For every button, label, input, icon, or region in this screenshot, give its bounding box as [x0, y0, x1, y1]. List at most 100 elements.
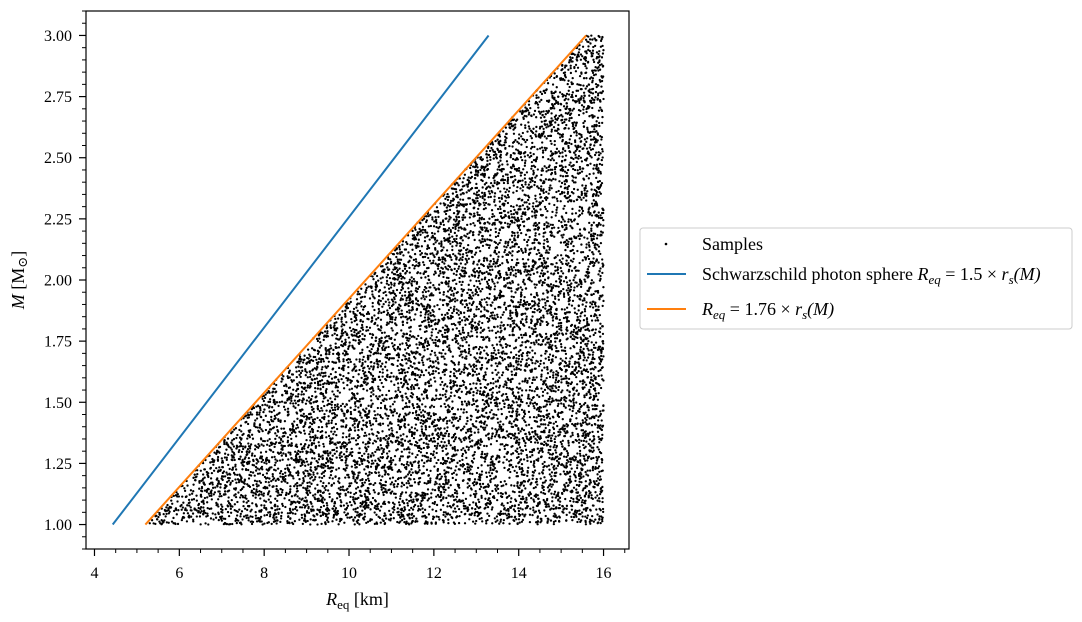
scatter-point [535, 200, 538, 203]
scatter-point [461, 218, 464, 222]
scatter-point [569, 347, 572, 350]
scatter-point [559, 174, 562, 177]
scatter-point [305, 389, 308, 392]
scatter-point [504, 173, 508, 176]
scatter-point [418, 439, 421, 442]
scatter-point [381, 393, 384, 397]
scatter-point [220, 519, 224, 522]
scatter-point [479, 382, 482, 386]
scatter-point [466, 291, 469, 295]
scatter-point [468, 477, 471, 481]
scatter-point [154, 522, 157, 526]
scatter-point [313, 457, 316, 460]
scatter-point [423, 349, 426, 352]
scatter-point [486, 238, 489, 241]
scatter-point [464, 467, 467, 471]
scatter-point [352, 508, 355, 511]
scatter-point [349, 310, 352, 313]
scatter-point [556, 424, 559, 428]
scatter-point [501, 255, 504, 258]
scatter-point [398, 291, 402, 295]
scatter-point [280, 454, 283, 457]
scatter-point [443, 357, 446, 360]
scatter-point [359, 479, 362, 482]
scatter-point [528, 389, 531, 392]
scatter-point [490, 364, 493, 367]
scatter-point [526, 354, 529, 357]
scatter-point [465, 203, 469, 206]
scatter-point [354, 510, 357, 513]
scatter-point [489, 182, 493, 185]
scatter-point [444, 405, 447, 409]
scatter-point [516, 212, 519, 215]
scatter-point [408, 499, 411, 503]
scatter-point [578, 355, 582, 358]
scatter-point [342, 332, 345, 335]
scatter-point [591, 49, 595, 52]
scatter-point [449, 229, 452, 232]
scatter-point [439, 461, 443, 465]
scatter-point [449, 306, 452, 309]
scatter-point [290, 500, 293, 504]
scatter-point [247, 442, 250, 445]
scatter-point [447, 518, 450, 521]
scatter-point [595, 479, 598, 483]
scatter-point [585, 246, 588, 249]
scatter-point [247, 519, 250, 522]
scatter-point [470, 488, 473, 491]
scatter-point [589, 212, 592, 215]
scatter-point [545, 166, 548, 169]
scatter-point [278, 411, 281, 414]
scatter-point [526, 474, 529, 478]
scatter-point [367, 415, 370, 419]
scatter-point [569, 134, 573, 138]
scatter-point [450, 293, 453, 296]
scatter-point [383, 268, 386, 271]
scatter-point [308, 432, 311, 436]
scatter-point [543, 298, 546, 301]
scatter-point [585, 440, 588, 443]
scatter-point [420, 437, 423, 441]
scatter-point [481, 482, 485, 486]
scatter-point [389, 491, 392, 494]
scatter-point [336, 389, 339, 392]
scatter-point [585, 174, 588, 178]
scatter-point [423, 236, 427, 239]
scatter-point [582, 334, 586, 337]
scatter-point [301, 361, 305, 364]
scatter-point [512, 128, 515, 131]
scatter-point [528, 187, 531, 190]
scatter-point [238, 428, 241, 432]
scatter-point [587, 48, 590, 52]
scatter-point [341, 485, 345, 488]
scatter-point [358, 360, 361, 363]
scatter-point [504, 126, 508, 129]
scatter-point [584, 480, 587, 483]
scatter-point [529, 293, 533, 296]
scatter-point [354, 405, 357, 408]
scatter-point [413, 427, 417, 430]
scatter-point [458, 280, 461, 284]
scatter-point [322, 504, 326, 507]
scatter-point [364, 291, 367, 294]
scatter-point [519, 321, 523, 325]
scatter-point [515, 465, 518, 468]
scatter-point [389, 440, 393, 443]
scatter-point [402, 315, 405, 318]
scatter-point [310, 482, 313, 485]
scatter-point [478, 320, 481, 323]
scatter-point [335, 468, 338, 471]
scatter-point [328, 352, 331, 356]
scatter-point [590, 227, 593, 230]
scatter-point [332, 416, 335, 420]
scatter-point [385, 434, 388, 438]
scatter-point [404, 412, 407, 415]
scatter-point [524, 180, 527, 184]
scatter-point [527, 125, 531, 128]
scatter-point [454, 333, 458, 337]
scatter-point [403, 517, 406, 520]
scatter-point [310, 476, 313, 479]
scatter-point [588, 249, 591, 252]
scatter-point [536, 303, 539, 306]
scatter-point [247, 477, 251, 480]
